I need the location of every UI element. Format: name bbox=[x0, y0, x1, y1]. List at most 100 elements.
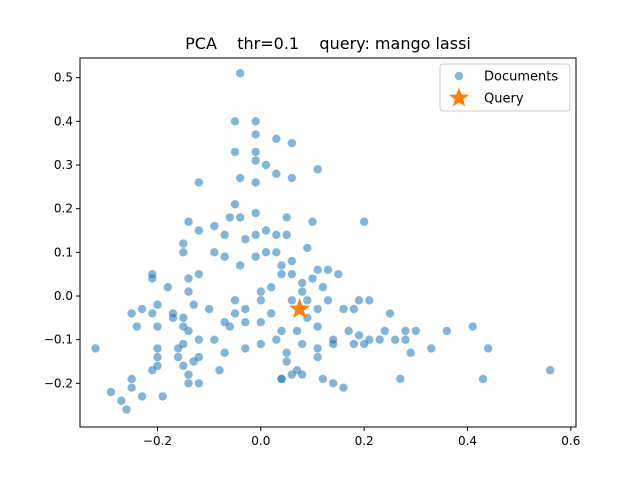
document-point bbox=[313, 265, 322, 274]
document-point bbox=[313, 165, 322, 174]
document-point bbox=[184, 274, 193, 283]
document-point bbox=[194, 269, 204, 279]
document-point bbox=[277, 269, 286, 279]
document-point bbox=[282, 230, 291, 240]
document-point bbox=[168, 313, 178, 323]
document-point bbox=[230, 296, 240, 305]
document-point bbox=[313, 344, 322, 353]
document-point bbox=[153, 322, 162, 331]
document-point bbox=[323, 296, 333, 305]
document-point bbox=[385, 309, 395, 318]
y-tick-label: 0.2 bbox=[54, 202, 73, 216]
document-point bbox=[256, 296, 266, 305]
document-point bbox=[303, 243, 312, 253]
legend-label: Query bbox=[484, 92, 524, 107]
document-point bbox=[251, 178, 260, 187]
y-tick-label: 0.5 bbox=[54, 71, 73, 85]
document-point bbox=[220, 348, 229, 357]
document-point bbox=[235, 213, 245, 222]
document-point bbox=[256, 339, 266, 349]
document-point bbox=[251, 147, 260, 157]
document-point bbox=[235, 173, 245, 183]
document-point bbox=[235, 261, 245, 270]
document-point bbox=[132, 322, 142, 331]
document-point bbox=[163, 283, 173, 292]
document-point bbox=[137, 392, 147, 401]
document-point bbox=[184, 287, 193, 296]
document-point bbox=[251, 117, 260, 126]
document-point bbox=[359, 339, 369, 349]
document-point bbox=[292, 366, 302, 375]
document-point bbox=[313, 304, 322, 314]
document-point bbox=[365, 296, 374, 305]
document-point bbox=[478, 374, 488, 384]
document-point bbox=[194, 335, 204, 344]
document-point bbox=[184, 379, 193, 388]
legend-marker-documents bbox=[454, 71, 464, 81]
document-point bbox=[194, 379, 204, 388]
document-point bbox=[287, 173, 297, 183]
document-point bbox=[173, 352, 183, 362]
document-point bbox=[225, 213, 235, 222]
document-point bbox=[184, 217, 193, 226]
document-point bbox=[339, 304, 348, 314]
document-point bbox=[266, 283, 276, 292]
document-point bbox=[127, 383, 136, 392]
legend-box bbox=[439, 63, 571, 112]
document-point bbox=[179, 239, 188, 248]
document-point bbox=[344, 326, 353, 336]
document-point bbox=[308, 217, 317, 226]
document-point bbox=[303, 296, 312, 305]
document-point bbox=[339, 383, 348, 392]
document-point bbox=[261, 226, 271, 235]
document-point bbox=[230, 200, 240, 209]
document-point bbox=[261, 248, 271, 257]
document-point bbox=[153, 300, 162, 309]
document-point bbox=[261, 160, 271, 170]
x-tick-label: 0.0 bbox=[251, 434, 270, 448]
document-point bbox=[251, 252, 260, 261]
y-tick-label: −0.2 bbox=[44, 376, 73, 390]
x-tick-label: 0.6 bbox=[561, 434, 580, 448]
document-point bbox=[256, 287, 266, 296]
document-point bbox=[277, 374, 286, 384]
document-point bbox=[153, 352, 162, 362]
document-point bbox=[349, 304, 359, 314]
document-point bbox=[235, 69, 245, 78]
document-point bbox=[184, 370, 193, 379]
document-point bbox=[148, 366, 157, 375]
points-layer bbox=[91, 69, 555, 414]
document-point bbox=[272, 134, 281, 143]
document-point bbox=[194, 226, 204, 235]
document-point bbox=[354, 296, 364, 305]
document-point bbox=[184, 326, 193, 336]
document-point bbox=[349, 339, 359, 349]
document-point bbox=[468, 322, 477, 331]
document-point bbox=[251, 230, 260, 240]
document-point bbox=[127, 309, 136, 318]
document-point bbox=[251, 208, 260, 218]
document-point bbox=[179, 339, 188, 349]
document-point bbox=[179, 361, 188, 371]
document-point bbox=[297, 339, 307, 349]
query-point bbox=[289, 298, 311, 318]
document-point bbox=[292, 326, 302, 336]
document-point bbox=[215, 366, 224, 375]
chart-title: PCA thr=0.1 query: mango lassi bbox=[185, 34, 471, 53]
plot-frame bbox=[79, 57, 577, 428]
document-point bbox=[411, 326, 421, 336]
document-point bbox=[483, 344, 493, 353]
document-point bbox=[427, 344, 436, 353]
document-point bbox=[266, 309, 276, 318]
document-point bbox=[297, 278, 307, 288]
document-point bbox=[194, 178, 204, 187]
document-point bbox=[380, 326, 390, 336]
document-point bbox=[328, 379, 338, 388]
document-point bbox=[158, 392, 167, 401]
document-point bbox=[220, 230, 229, 240]
document-point bbox=[272, 335, 281, 344]
document-point bbox=[210, 335, 219, 344]
document-point bbox=[334, 269, 343, 279]
